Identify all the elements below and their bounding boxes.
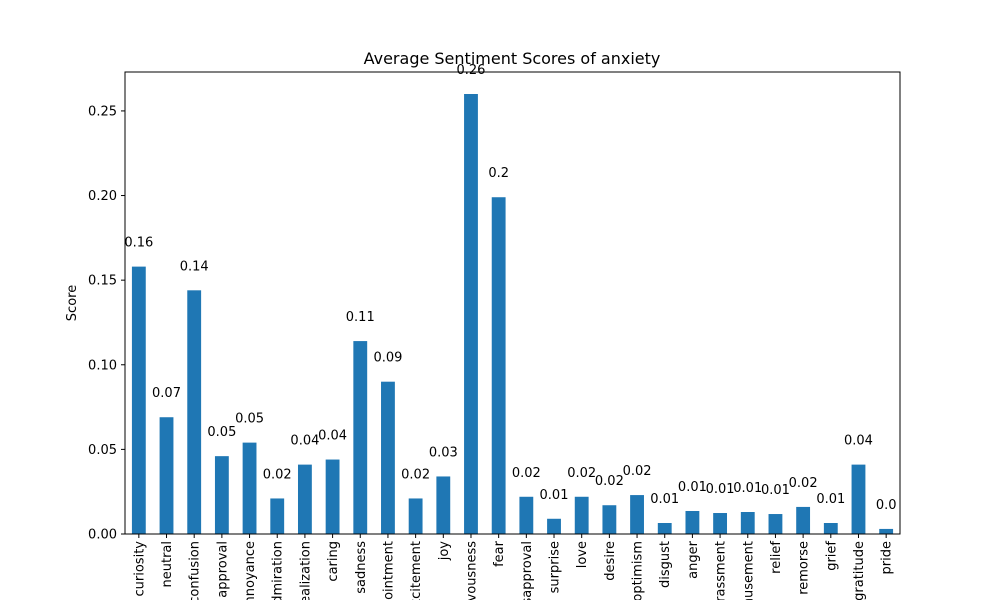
x-tick-label: sadness [354,541,369,594]
bar [187,290,202,534]
x-tick-label: disappointment [381,541,396,600]
x-tick-label: caring [326,541,341,582]
x-tick-label: desire [603,541,618,581]
y-tick-label: 0.00 [88,528,117,543]
x-tick-label: confusion [188,541,203,600]
bar [131,266,146,534]
value-label: 0.01 [706,482,735,497]
value-label: 0.09 [373,351,402,366]
bar [879,528,894,534]
value-label: 0.05 [207,425,236,440]
value-label: 0.26 [457,63,486,78]
bar [242,442,257,534]
x-tick-label: surprise [548,541,563,593]
y-tick-label: 0.10 [88,358,117,373]
value-label: 0.2 [488,166,509,181]
y-tick-label: 0.15 [88,274,117,289]
y-tick-label: 0.25 [88,104,117,119]
bar [657,523,672,534]
value-label: 0.02 [567,466,596,481]
bar [436,476,451,534]
value-label: 0.01 [650,492,679,507]
bar [547,518,561,534]
x-tick-label: gratitude [852,541,867,600]
value-label: 0.01 [540,488,569,503]
x-tick-label: joy [437,541,452,562]
x-tick-label: admiration [271,541,286,600]
x-tick-label: optimism [631,541,646,600]
x-tick-label: annoyance [243,541,258,600]
bar [381,381,395,534]
bar [602,505,617,534]
value-label: 0.03 [429,445,458,460]
x-tick-label: relief [769,541,784,574]
value-label: 0.02 [623,464,652,479]
value-label: 0.11 [346,310,375,325]
x-tick-label: pride [880,541,895,574]
value-label: 0.04 [318,429,347,444]
bar [768,514,783,534]
value-label: 0.02 [789,476,818,491]
value-label: 0.0 [876,498,897,513]
x-tick-label: amusement [741,541,756,600]
value-label: 0.02 [401,467,430,482]
x-tick-label: approval [215,541,230,598]
bar [297,464,312,534]
bar [270,498,285,534]
chart-title: Average Sentiment Scores of anxiety [364,49,661,68]
value-label: 0.01 [761,483,790,498]
bar [214,456,229,534]
bar [823,523,838,534]
value-label: 0.07 [152,386,181,401]
bar [685,510,700,534]
bar [630,495,644,534]
x-tick-label: love [575,541,590,568]
value-label: 0.01 [678,480,707,495]
x-tick-label: fear [492,540,507,567]
value-label: 0.02 [263,467,292,482]
y-tick-label: 0.05 [88,443,117,458]
bar [159,417,174,534]
x-tick-label: disgust [658,541,673,588]
bar [740,512,755,534]
x-tick-label: embarrassment [714,541,729,600]
bar [491,197,506,534]
value-label: 0.02 [512,466,541,481]
x-tick-label: grief [824,541,839,571]
bar [519,496,534,534]
value-label: 0.04 [290,434,319,449]
x-tick-label: realization [298,541,313,600]
y-tick-label: 0.20 [88,189,117,204]
y-axis-label: Score [65,285,80,321]
x-tick-label: remorse [797,541,812,595]
bar [713,513,728,534]
plot-frame [124,71,901,535]
value-label: 0.02 [595,474,624,489]
bar [408,498,423,534]
bar [353,341,368,534]
bar [796,506,811,534]
x-tick-label: excitement [409,541,424,600]
value-label: 0.05 [235,412,264,427]
value-label: 0.16 [124,236,153,251]
bar [325,459,340,534]
bar [464,94,478,534]
x-tick-label: disapproval [520,541,535,600]
x-tick-label: anger [686,540,701,578]
value-label: 0.01 [816,492,845,507]
x-tick-label: neutral [160,541,175,588]
x-tick-label: nervousness [464,541,479,600]
x-tick-label: curiosity [132,541,147,597]
value-label: 0.14 [180,259,209,274]
bar [574,496,589,534]
bar [851,464,866,534]
value-label: 0.04 [844,434,873,449]
value-label: 0.01 [733,481,762,496]
